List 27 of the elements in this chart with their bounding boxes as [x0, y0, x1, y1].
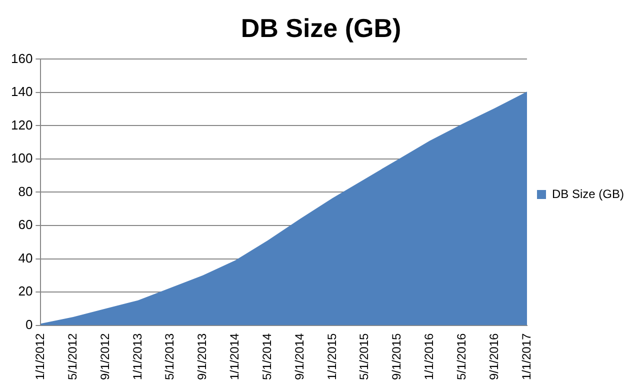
y-tick-label: 60	[18, 217, 33, 232]
y-tick-label: 100	[10, 150, 33, 166]
y-tick-label: 120	[10, 117, 33, 132]
x-tick-label: 9/1/2012	[98, 332, 112, 380]
x-tick-label: 1/1/2013	[130, 332, 144, 380]
y-tick-label: 20	[18, 284, 33, 299]
x-tick-label: 1/1/2012	[33, 332, 47, 380]
x-tick-label: 1/1/2016	[422, 332, 436, 380]
y-tick-label: 160	[10, 50, 33, 66]
y-tick-label: 80	[18, 184, 33, 199]
chart-title: DB Size (GB)	[240, 12, 402, 43]
y-tick-label: 140	[10, 84, 33, 100]
x-tick-label: 9/1/2015	[390, 332, 404, 380]
x-tick-label: 5/1/2012	[65, 332, 80, 380]
y-tick-label: 0	[25, 316, 33, 332]
x-tick-label: 1/1/2015	[324, 332, 339, 380]
x-tick-label: 9/1/2016	[486, 332, 501, 380]
x-tick-label: 5/1/2014	[260, 332, 274, 380]
x-tick-label: 5/1/2016	[454, 332, 468, 380]
legend-label: DB Size (GB)	[552, 186, 624, 201]
x-tick-label: 5/1/2015	[357, 332, 372, 380]
y-tick-label: 40	[18, 250, 33, 266]
x-tick-label: 9/1/2014	[292, 332, 306, 380]
x-tick-label: 9/1/2013	[195, 332, 210, 380]
x-tick-label: 1/1/2017	[519, 332, 534, 380]
x-tick-label: 5/1/2013	[162, 332, 177, 380]
x-tick-label: 1/1/2014	[228, 332, 242, 380]
